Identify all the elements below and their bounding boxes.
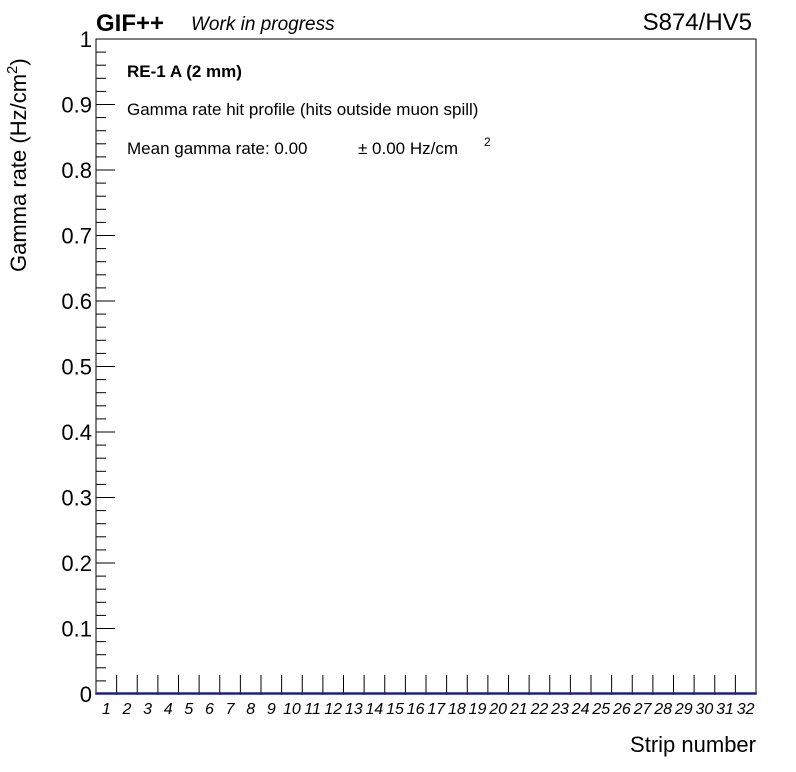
histogram-bar — [219, 692, 242, 695]
x-tick-label: 32 — [737, 701, 755, 718]
x-tick-label: 25 — [591, 701, 610, 718]
y-tick-label: 0.9 — [61, 93, 92, 118]
histogram-bar — [322, 692, 345, 695]
y-tick-label: 0.3 — [61, 486, 92, 511]
histogram-bar — [631, 692, 654, 695]
y-tick-label: 0.5 — [61, 355, 92, 380]
detector-label: RE-1 A (2 mm) — [127, 62, 242, 81]
histogram-bar — [115, 692, 138, 695]
x-tick-label: 20 — [488, 701, 507, 718]
plot-frame — [95, 38, 757, 695]
y-axis: 0 0.1 0.2 0.3 0.4 0.5 0.6 0.7 0.8 0.9 1 — [61, 27, 115, 707]
x-tick-label: 2 — [121, 701, 131, 718]
x-tick-label: 3 — [143, 701, 152, 718]
x-tick-label: 15 — [386, 701, 404, 718]
x-tick-label: 17 — [427, 701, 446, 718]
histogram-bar — [528, 692, 551, 695]
histogram-bar — [569, 692, 592, 695]
y-axis-title-main: Gamma rate (Hz/cm — [6, 74, 31, 272]
y-tick-label: 0.1 — [61, 617, 92, 642]
y-tick-label: 0.4 — [61, 420, 92, 445]
x-tick-label: 31 — [716, 701, 734, 718]
x-axis: 1 2 3 4 5 6 7 8 9 10 11 12 13 14 15 16 17 18 19 20 21 22 23 24 2… — [95, 675, 757, 718]
y-tick-label: 0.6 — [61, 289, 92, 314]
x-tick-label: 8 — [246, 701, 255, 718]
experiment-label: GIF++ — [96, 10, 164, 37]
mean-rate-unit-exponent: 2 — [484, 135, 491, 149]
mean-rate-value: Mean gamma rate: 0.00 — [127, 139, 307, 158]
histogram-bar — [610, 692, 633, 695]
mean-rate-error: ± 0.00 Hz/cm — [358, 139, 458, 158]
histogram-bar — [734, 692, 757, 695]
histogram-bar — [466, 692, 489, 695]
x-tick-label: 26 — [612, 701, 631, 718]
x-axis-title: Strip number — [630, 732, 756, 757]
histogram-bar — [95, 692, 118, 695]
histogram-bar — [260, 692, 283, 695]
x-tick-label: 28 — [653, 701, 672, 718]
histogram-bar — [672, 692, 695, 695]
histogram-bar — [404, 692, 427, 695]
x-tick-label: 9 — [267, 701, 276, 718]
y-tick-label: 0 — [80, 682, 92, 707]
y-tick-label: 0.7 — [61, 224, 92, 249]
y-axis-title-exponent: 2 — [4, 66, 21, 74]
histogram-bar — [487, 692, 510, 695]
y-axis-title: Gamma rate (Hz/cm2) — [4, 58, 31, 272]
run-label: S874/HV5 — [643, 9, 752, 36]
x-tick-label: 16 — [407, 701, 425, 718]
histogram-bar — [157, 692, 180, 695]
x-tick-label: 11 — [304, 701, 321, 718]
description-label: Gamma rate hit profile (hits outside muo… — [127, 100, 478, 119]
x-tick-label: 10 — [283, 701, 301, 718]
x-tick-label: 22 — [530, 701, 549, 718]
y-axis-title-group: Gamma rate (Hz/cm2) — [4, 58, 31, 272]
data-series — [95, 692, 757, 695]
histogram-bar — [177, 692, 200, 695]
histogram-bar — [342, 692, 365, 695]
histogram-bar — [384, 692, 407, 695]
x-tick-label: 14 — [366, 701, 384, 718]
histogram-bar — [652, 692, 675, 695]
x-tick-label: 5 — [184, 701, 193, 718]
x-tick-label: 30 — [696, 701, 714, 718]
x-tick-label: 21 — [509, 701, 528, 718]
histogram-bar — [363, 692, 386, 695]
histogram-bar — [590, 692, 613, 695]
y-axis-title-close: ) — [6, 58, 31, 65]
y-tick-label: 0.2 — [61, 551, 92, 576]
histogram-bar — [714, 692, 737, 695]
histogram-bar — [425, 692, 448, 695]
histogram-bar — [301, 692, 324, 695]
histogram-bar — [549, 692, 572, 695]
x-tick-label: 18 — [448, 701, 466, 718]
status-label: Work in progress — [191, 14, 335, 35]
x-tick-label: 4 — [164, 701, 173, 718]
x-tick-label: 12 — [324, 701, 342, 718]
x-tick-label: 19 — [469, 701, 487, 718]
x-tick-label: 7 — [226, 701, 236, 718]
histogram-bar — [693, 692, 716, 695]
x-tick-label: 29 — [674, 701, 693, 718]
y-tick-label: 0.8 — [61, 158, 92, 183]
histogram-bar — [445, 692, 468, 695]
histogram-bar — [136, 692, 159, 695]
x-tick-label: 27 — [633, 701, 653, 718]
x-tick-label: 1 — [102, 701, 111, 718]
histogram-bar — [507, 692, 530, 695]
histogram-bar — [239, 692, 262, 695]
x-tick-label: 13 — [345, 701, 363, 718]
x-tick-label: 6 — [205, 701, 214, 718]
y-tick-label: 1 — [80, 27, 92, 52]
histogram-bar — [280, 692, 303, 695]
x-tick-label: 23 — [550, 701, 569, 718]
histogram-bar — [198, 692, 221, 695]
x-tick-label: 24 — [571, 701, 590, 718]
